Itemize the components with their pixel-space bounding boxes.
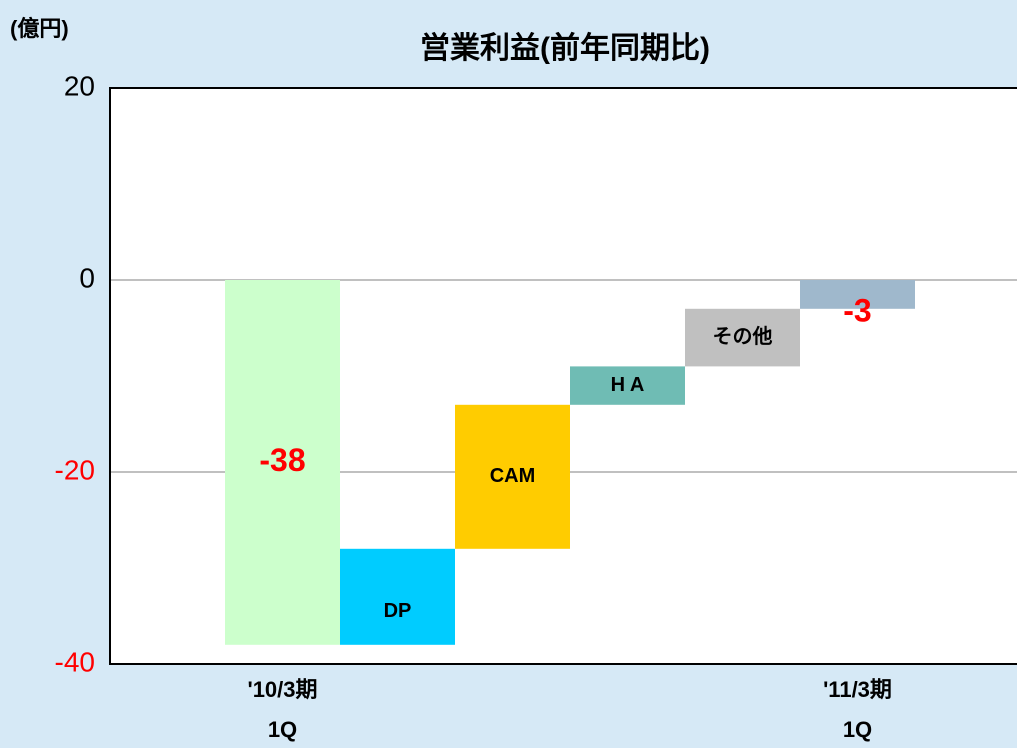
segment-label: その他 bbox=[713, 324, 773, 348]
x-tick-label: '10/3期 1Q bbox=[247, 677, 318, 742]
segment-label: CAM bbox=[490, 465, 536, 487]
segment-label: DP bbox=[384, 600, 412, 622]
y-tick-label: 20 bbox=[64, 70, 95, 101]
segment-label: H A bbox=[611, 374, 645, 396]
bar bbox=[570, 366, 685, 405]
bar bbox=[455, 404, 570, 549]
bar bbox=[800, 280, 915, 309]
data-label: -3 bbox=[843, 292, 871, 328]
axis-frame bbox=[109, 87, 1017, 665]
y-tick-label: -20 bbox=[55, 454, 95, 485]
y-tick-label: -40 bbox=[55, 646, 95, 677]
bar bbox=[685, 308, 800, 367]
y-tick-label: 0 bbox=[79, 262, 95, 293]
unit-label: (億円) bbox=[10, 16, 69, 41]
bar bbox=[225, 280, 340, 645]
chart-title: 営業利益(前年同期比) bbox=[420, 32, 710, 65]
bar bbox=[340, 548, 455, 645]
data-label: -38 bbox=[259, 442, 305, 478]
x-tick-label: '11/3期 1Q bbox=[823, 677, 892, 742]
